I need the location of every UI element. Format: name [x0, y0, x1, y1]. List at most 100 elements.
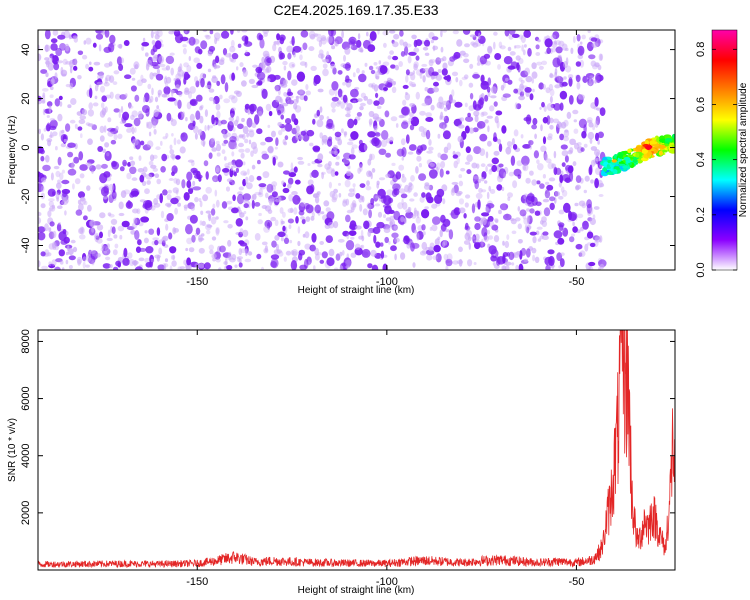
- heatmap-noise-cell: [487, 235, 494, 240]
- heatmap-noise-cell: [581, 202, 587, 209]
- heatmap-noise-cell: [58, 222, 61, 225]
- heatmap-noise-cell: [149, 254, 155, 264]
- heatmap-noise-cell: [307, 163, 311, 166]
- heatmap-noise-cell: [107, 212, 112, 216]
- heatmap-noise-cell: [306, 129, 315, 137]
- heatmap-noise-cell: [584, 175, 590, 182]
- heatmap-noise-cell: [69, 82, 74, 89]
- heatmap-noise-cell: [531, 71, 538, 79]
- heatmap-noise-cell: [542, 174, 547, 179]
- heatmap-noise-cell: [53, 165, 60, 170]
- heatmap-noise-cell: [345, 113, 351, 118]
- heatmap-noise-cell: [569, 236, 575, 243]
- heatmap-noise-cell: [288, 224, 292, 229]
- heatmap-noise-cell: [343, 131, 348, 136]
- heatmap-noise-cell: [391, 189, 398, 197]
- heatmap-noise-cell: [283, 237, 290, 244]
- heatmap-noise-cell: [409, 112, 414, 118]
- heatmap-noise-cell: [327, 221, 335, 229]
- heatmap-noise-cell: [154, 239, 159, 246]
- heatmap-noise-cell: [372, 226, 381, 234]
- heatmap-noise-cell: [170, 255, 175, 260]
- heatmap-noise-cell: [65, 251, 69, 256]
- heatmap-noise-cell: [362, 208, 368, 216]
- heatmap-noise-cell: [349, 223, 358, 231]
- heatmap-noise-cell: [532, 236, 537, 244]
- heatmap-noise-cell: [464, 125, 470, 134]
- heatmap-noise-cell: [148, 228, 155, 235]
- heatmap-noise-cell: [559, 90, 568, 100]
- heatmap-noise-cell: [529, 231, 537, 236]
- heatmap-noise-cell: [290, 207, 294, 214]
- heatmap-noise-cell: [141, 41, 150, 47]
- heatmap-noise-cell: [145, 262, 152, 268]
- heatmap-noise-cell: [418, 173, 427, 181]
- heatmap-noise-cell: [446, 74, 451, 82]
- heatmap-noise-cell: [331, 81, 339, 91]
- heatmap-noise-cell: [384, 236, 390, 244]
- heatmap-noise-cell: [363, 95, 369, 101]
- heatmap-noise-cell: [300, 130, 307, 136]
- heatmap-noise-cell: [340, 101, 345, 109]
- heatmap-noise-cell: [171, 165, 178, 174]
- heatmap-noise-cell: [78, 151, 84, 161]
- heatmap-noise-cell: [360, 92, 366, 99]
- heatmap-noise-cell: [49, 125, 57, 131]
- heatmap-noise-cell: [232, 126, 236, 132]
- heatmap-noise-cell: [594, 236, 602, 243]
- heatmap-noise-cell: [400, 51, 406, 57]
- heatmap-noise-cell: [330, 63, 336, 69]
- heatmap-noise-cell: [99, 71, 105, 79]
- heatmap-noise-cell: [479, 55, 487, 65]
- heatmap-noise-cell: [164, 258, 169, 263]
- heatmap-noise-cell: [228, 117, 235, 121]
- heatmap-noise-cell: [339, 265, 344, 270]
- heatmap-signal-cell: [649, 141, 658, 145]
- heatmap-noise-cell: [353, 118, 358, 126]
- heatmap-noise-cell: [328, 248, 335, 257]
- heatmap-noise-cell: [102, 148, 106, 153]
- heatmap-noise-cell: [150, 48, 155, 56]
- heatmap-noise-cell: [288, 172, 297, 178]
- heatmap-noise-cell: [54, 98, 61, 107]
- heatmap-noise-cell: [538, 82, 544, 90]
- heatmap-noise-cell: [326, 116, 330, 120]
- heatmap-noise-cell: [143, 237, 149, 244]
- heatmap-noise-cell: [156, 178, 161, 185]
- heatmap-noise-cell: [69, 66, 73, 74]
- heatmap-noise-cell: [529, 170, 534, 176]
- heatmap-noise-cell: [437, 69, 442, 73]
- heatmap-noise-cell: [291, 64, 295, 67]
- heatmap-noise-cell: [143, 96, 146, 103]
- heatmap-noise-cell: [242, 193, 252, 201]
- heatmap-noise-cell: [558, 224, 564, 232]
- heatmap-noise-cell: [419, 196, 425, 203]
- heatmap-noise-cell: [215, 103, 221, 111]
- heatmap-noise-cell: [403, 217, 407, 224]
- heatmap-noise-cell: [162, 136, 168, 140]
- heatmap-noise-cell: [163, 263, 167, 270]
- heatmap-noise-cell: [238, 262, 243, 268]
- heatmap-noise-cell: [61, 179, 70, 185]
- heatmap-noise-cell: [522, 144, 531, 149]
- heatmap-noise-cell: [302, 233, 306, 238]
- heatmap-noise-cell: [188, 56, 191, 61]
- heatmap-noise-cell: [230, 30, 234, 35]
- heatmap-noise-cell: [286, 45, 294, 53]
- heatmap-noise-cell: [464, 202, 469, 208]
- heatmap-noise-cell: [342, 158, 347, 163]
- heatmap-noise-cell: [337, 138, 343, 146]
- heatmap-noise-cell: [463, 53, 469, 58]
- heatmap-noise-cell: [510, 155, 516, 166]
- heatmap-noise-cell: [168, 232, 173, 240]
- heatmap-noise-cell: [568, 171, 574, 182]
- heatmap-noise-cell: [118, 43, 123, 49]
- heatmap-noise-cell: [148, 160, 154, 166]
- heatmap-noise-cell: [408, 182, 413, 188]
- heatmap-noise-cell: [40, 177, 47, 183]
- heatmap-noise-cell: [463, 240, 471, 245]
- heatmap-noise-cell: [544, 153, 549, 161]
- heatmap-noise-cell: [48, 263, 56, 269]
- heatmap-signal-cell: [641, 148, 648, 154]
